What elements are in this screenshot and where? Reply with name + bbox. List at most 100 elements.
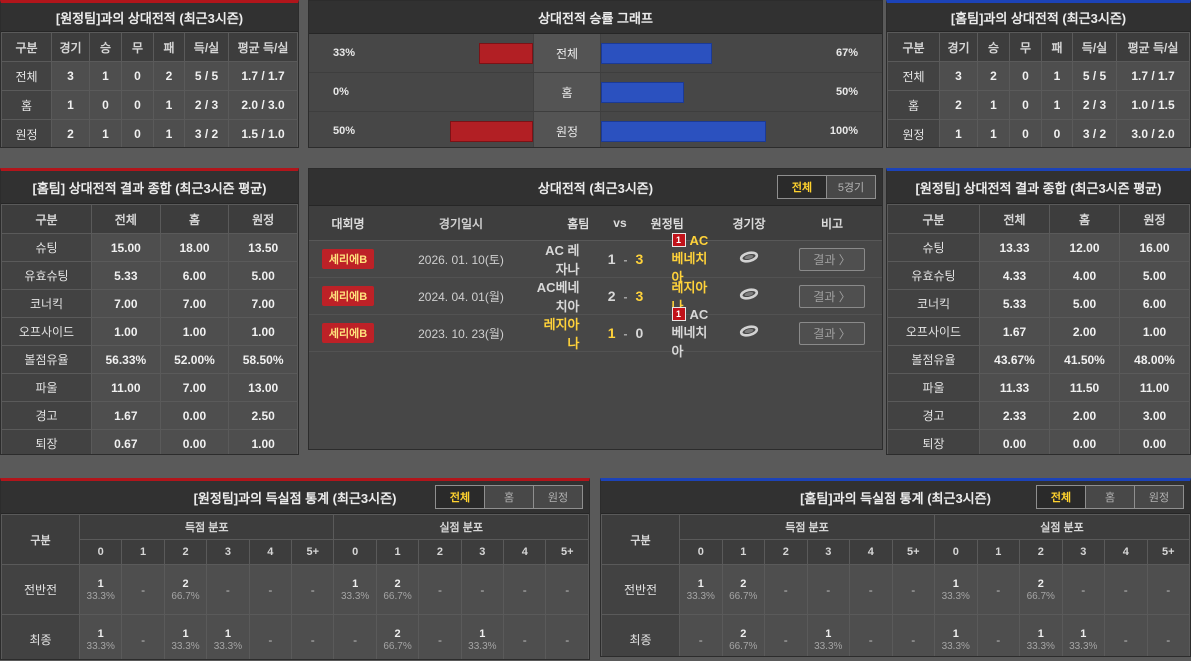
home-winrate-cell: 67% bbox=[601, 34, 882, 72]
goal-percent: 33.3% bbox=[1026, 640, 1055, 652]
goal-dist-cell: - bbox=[121, 614, 165, 659]
winrate-row-label: 전체 bbox=[533, 34, 601, 72]
league-badge: 세리에B bbox=[321, 323, 375, 343]
stadium-icon[interactable] bbox=[739, 250, 759, 269]
row-label: 전반전 bbox=[1, 564, 80, 615]
stat-value: 2 bbox=[153, 61, 185, 91]
column-header: 득/실 bbox=[184, 32, 229, 62]
away-score: 3 bbox=[635, 288, 644, 304]
col-header-date: 경기일시 bbox=[438, 216, 484, 231]
tab-전체[interactable]: 전체 bbox=[1036, 485, 1086, 509]
stat-value: 4.00 bbox=[1049, 261, 1120, 290]
stat-value: 1 bbox=[89, 61, 122, 91]
row-label: 오프사이드 bbox=[1, 317, 92, 346]
col-header-note: 비고 bbox=[820, 216, 844, 231]
table-row: 슈팅 13.33 12.00 16.00 bbox=[887, 233, 1190, 262]
panel-goals-home: [홈팀]과의 득실점 통계 (최근3시즌) 전체 홈 원정 구분 득점 분포 실점 분포… bbox=[600, 478, 1191, 657]
goal-dist-cell: - bbox=[764, 564, 808, 615]
tab-홈[interactable]: 홈 bbox=[1086, 485, 1135, 509]
table-row: 전체 3 2 0 1 5 / 5 1.7 / 1.7 bbox=[887, 61, 1190, 91]
goal-dist-cell: 1 33.3% bbox=[78, 614, 123, 659]
bin-header: 1 bbox=[121, 539, 165, 565]
stat-value: 0 bbox=[1009, 119, 1042, 147]
bin-header: 1 bbox=[721, 539, 765, 565]
corner-header: 구분 bbox=[1, 514, 80, 565]
stadium-icon[interactable] bbox=[739, 287, 759, 306]
stat-value: 56.33% bbox=[91, 345, 161, 374]
table-row: 퇴장 0.67 0.00 1.00 bbox=[1, 429, 298, 454]
group-header-row: 구분 득점 분포 실점 분포 bbox=[601, 514, 1190, 565]
match-score: 1-3 bbox=[580, 251, 672, 267]
goals-away-table: 구분 득점 분포 실점 분포 0 1 2 3 4 5+ 0 1 2 3 4 5+ 전반전 1 33.3% -2 66.… bbox=[1, 514, 589, 659]
stat-value: 7.00 bbox=[159, 373, 230, 402]
home-team-name: 레지아나 bbox=[543, 317, 580, 351]
table-row: 슈팅 15.00 18.00 13.50 bbox=[1, 233, 298, 262]
table-row: 원정 2 1 0 1 3 / 2 1.5 / 1.0 bbox=[1, 119, 298, 147]
panel-summary-away: [원정팀] 상대전적 결과 종합 (최근3시즌 평균) 구분 전체 홈 원정 슈팅 13.… bbox=[886, 168, 1191, 455]
match-score: 2-3 bbox=[580, 288, 672, 304]
goal-percent: 33.3% bbox=[86, 640, 115, 652]
panel-title-text: [홈팀]과의 득실점 통계 (최근3시즌) bbox=[800, 490, 991, 506]
stadium-icon[interactable] bbox=[739, 324, 759, 343]
bin-header: 3 bbox=[206, 539, 250, 565]
league-badge: 세리에B bbox=[321, 286, 375, 306]
stat-value: 2 / 3 bbox=[1072, 90, 1117, 120]
panel-title-text: [홈팀] 상대전적 결과 종합 (최근3시즌 평균) bbox=[32, 180, 267, 196]
tab-전체[interactable]: 전체 bbox=[777, 175, 827, 199]
stat-value: 0.00 bbox=[979, 429, 1050, 454]
bins-header-row: 0 1 2 3 4 5+ 0 1 2 3 4 5+ bbox=[602, 539, 1190, 565]
stat-value: 1 bbox=[977, 119, 1010, 147]
bin-header: 4 bbox=[503, 539, 547, 565]
col-header-venue: 경기장 bbox=[732, 216, 766, 231]
column-header: 구분 bbox=[1, 204, 92, 234]
result-button[interactable]: 결과 〉 bbox=[799, 321, 865, 345]
group-header-conceded: 실점 분포 bbox=[934, 514, 1190, 540]
col-header-league: 대회명 bbox=[331, 216, 365, 231]
stat-value: 0.00 bbox=[1049, 429, 1120, 454]
stat-value: 5.00 bbox=[1119, 261, 1190, 290]
stat-value: 5 / 5 bbox=[1072, 61, 1117, 91]
match-note-cell: 결과 〉 bbox=[782, 247, 882, 271]
column-header: 평균 득/실 bbox=[228, 32, 298, 62]
goal-count: 1 bbox=[97, 577, 104, 590]
goal-dist-cell: 2 66.7% bbox=[163, 564, 208, 615]
winrate-row: 0% 홈 50% bbox=[309, 73, 882, 112]
tab-전체[interactable]: 전체 bbox=[435, 485, 485, 509]
goal-dist-cell: 1 33.3% bbox=[206, 614, 250, 659]
tab-원정[interactable]: 원정 bbox=[534, 485, 583, 509]
goal-dist-cell: 1 33.3% bbox=[78, 564, 123, 615]
goal-count: 2 bbox=[740, 627, 747, 640]
stat-value: 58.50% bbox=[228, 345, 298, 374]
panel-title-text: [홈팀]과의 상대전적 (최근3시즌) bbox=[950, 10, 1127, 26]
home-winrate-cell: 50% bbox=[601, 73, 882, 111]
table-row: 코너킥 5.33 5.00 6.00 bbox=[887, 289, 1190, 318]
bin-header: 4 bbox=[248, 539, 293, 565]
tab-원정[interactable]: 원정 bbox=[1135, 485, 1184, 509]
table-row: 파울 11.00 7.00 13.00 bbox=[1, 373, 298, 402]
goal-count: 2 bbox=[394, 577, 401, 590]
match-teams-cell: AC 레자나 1-3 1 AC베네치아 bbox=[535, 232, 716, 286]
row-label: 슈팅 bbox=[1, 233, 92, 262]
stat-value: 0 bbox=[89, 90, 122, 120]
away-winrate-bar bbox=[450, 120, 533, 142]
stat-value: 2 / 3 bbox=[184, 90, 229, 120]
stat-value: 6.00 bbox=[159, 261, 230, 290]
away-team-name: 1 AC베네치아 bbox=[671, 306, 709, 359]
row-label: 코너킥 bbox=[1, 289, 92, 318]
stat-value: 2 bbox=[51, 119, 90, 147]
tab-홈[interactable]: 홈 bbox=[485, 485, 534, 509]
stat-value: 5.00 bbox=[228, 261, 298, 290]
panel-h2h-away: [원정팀]과의 상대전적 (최근3시즌) 구분 경기 승 무 패 득/실 평균 득/실 전체 3… bbox=[0, 0, 299, 148]
match-venue-cell bbox=[716, 324, 782, 343]
row-label: 원정 bbox=[1, 119, 52, 147]
tab-5경기[interactable]: 5경기 bbox=[827, 175, 876, 199]
result-button[interactable]: 결과 〉 bbox=[799, 284, 865, 308]
home-winrate-value: 50% bbox=[835, 86, 858, 98]
column-header: 구분 bbox=[887, 32, 940, 62]
home-winrate-cell: 100% bbox=[601, 112, 882, 147]
stat-value: 18.00 bbox=[159, 233, 230, 262]
bin-header: 2 bbox=[1019, 539, 1063, 565]
panel-title: [홈팀]과의 상대전적 (최근3시즌) bbox=[887, 3, 1190, 32]
column-header: 원정 bbox=[228, 204, 298, 234]
result-button[interactable]: 결과 〉 bbox=[799, 247, 865, 271]
